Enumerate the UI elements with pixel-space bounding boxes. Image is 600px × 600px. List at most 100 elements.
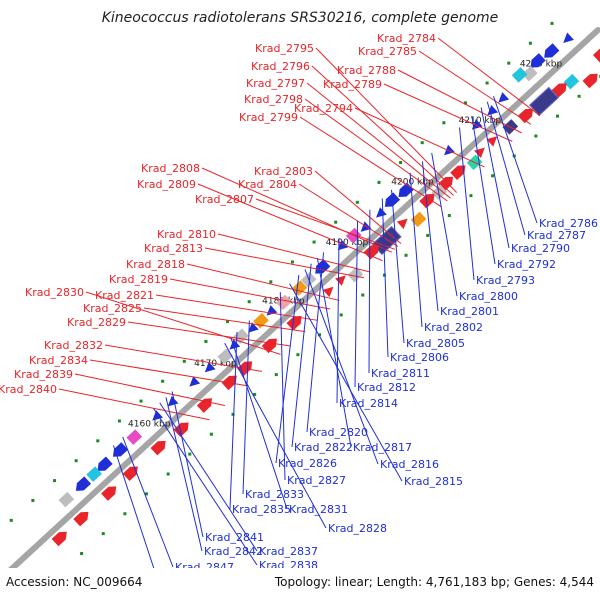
label-leaders (58, 37, 541, 582)
forward-gene-label: Krad_2808 (141, 162, 200, 175)
tick-dot (426, 233, 430, 237)
reverse-gene-label: Krad_2801 (440, 305, 499, 318)
tick-dot (274, 373, 278, 377)
tick-dot (442, 121, 446, 125)
footer-background (0, 568, 600, 600)
reverse-gene (204, 361, 216, 373)
forward-gene (410, 211, 427, 228)
reverse-leader (112, 445, 159, 582)
reverse-gene (112, 442, 129, 457)
forward-gene-label: Krad_2798 (244, 93, 303, 106)
forward-gene (335, 275, 346, 286)
reverse-gene (444, 144, 455, 156)
reverse-leader (480, 107, 510, 249)
tick-dot (550, 21, 554, 25)
accession-text: Accession: NC_009664 (6, 575, 142, 589)
forward-leader (314, 170, 402, 245)
tick-dot (469, 194, 473, 198)
reverse-leader (275, 275, 300, 464)
tick-dot (577, 94, 581, 98)
forward-gene (450, 165, 466, 180)
reverse-leader (229, 331, 238, 510)
forward-gene-label: Krad_2794 (294, 102, 353, 115)
reverse-leader (171, 391, 204, 538)
reverse-leader (230, 337, 288, 510)
reverse-gene (291, 280, 308, 296)
reverse-gene (498, 92, 510, 103)
tick-dot (463, 101, 467, 105)
forward-leader (306, 82, 451, 199)
forward-gene (73, 511, 89, 527)
forward-gene (592, 47, 600, 63)
tick-dot (161, 379, 165, 383)
forward-gene-label: Krad_2834 (29, 354, 88, 367)
tick-dot (507, 61, 511, 65)
reverse-gene (337, 239, 349, 251)
kbp-tick-label: 4210 kbp (459, 116, 502, 126)
forward-gene-label: Krad_2829 (67, 316, 126, 329)
forward-gene (286, 315, 302, 331)
forward-gene-label: Krad_2832 (44, 339, 103, 352)
forward-gene (396, 218, 408, 230)
reverse-gene-label: Krad_2806 (390, 351, 449, 364)
reverse-leader (224, 343, 327, 529)
tick-dot (312, 240, 316, 244)
forward-gene-label: Krad_2840 (0, 383, 57, 396)
reverse-leader (471, 115, 496, 265)
reverse-leader (242, 320, 250, 495)
reverse-gene-label: Krad_2786 (539, 217, 598, 230)
forward-leader (74, 373, 226, 406)
reverse-gene-label: Krad_2792 (497, 258, 556, 271)
forward-leader (58, 388, 210, 421)
forward-gene (322, 286, 334, 298)
reverse-gene-label: Krad_2805 (406, 337, 465, 350)
reverse-leader (421, 161, 439, 312)
forward-gene-label: Krad_2796 (251, 60, 310, 73)
tick-dot (447, 214, 451, 218)
forward-gene-label: Krad_2810 (157, 228, 216, 241)
tick-dot (491, 174, 495, 178)
forward-gene (150, 440, 166, 456)
reverse-leader (486, 101, 526, 236)
forward-gene-label: Krad_2789 (323, 78, 382, 91)
backbone (0, 27, 600, 584)
tick-dot (290, 260, 294, 264)
forward-gene (122, 466, 138, 481)
tick-dot (534, 134, 538, 138)
forward-leader (127, 321, 290, 347)
tick-dot (80, 552, 84, 556)
forward-leader (204, 247, 365, 279)
tick-dot (101, 532, 105, 536)
reverse-gene-label: Krad_2817 (353, 441, 412, 454)
forward-gene-label: Krad_2799 (239, 111, 298, 124)
forward-leader (217, 233, 371, 273)
forward-leader (315, 47, 458, 193)
reverse-gene (398, 182, 414, 197)
tick-dot (145, 492, 149, 496)
tick-dot (139, 399, 143, 403)
reverse-gene-label: Krad_2833 (245, 488, 304, 501)
tick-dot (31, 498, 35, 502)
forward-gene-label: Krad_2821 (95, 289, 154, 302)
forward-gene (486, 136, 498, 147)
tick-dot (318, 333, 322, 337)
kbp-tick-label: 4190 kbp (326, 238, 369, 248)
tick-dot (404, 253, 408, 257)
forward-gene-label: Krad_2830 (25, 286, 84, 299)
reverse-leader (289, 283, 403, 482)
tick-dot (355, 200, 359, 204)
reverse-leader (122, 436, 174, 568)
tick-dot (9, 518, 13, 522)
reverse-leader (291, 263, 312, 448)
tick-dot (226, 320, 230, 324)
reverse-gene (276, 294, 292, 311)
tick-dot (399, 161, 403, 165)
reverse-gene (189, 376, 201, 387)
reverse-gene-label: Krad_2835 (232, 503, 291, 516)
reverse-gene-label: Krad_2820 (309, 426, 368, 439)
forward-gene-label: Krad_2825 (83, 302, 142, 315)
reverse-leader (159, 402, 258, 552)
reverse-gene-label: Krad_2841 (205, 531, 264, 544)
tick-dot (296, 353, 300, 357)
